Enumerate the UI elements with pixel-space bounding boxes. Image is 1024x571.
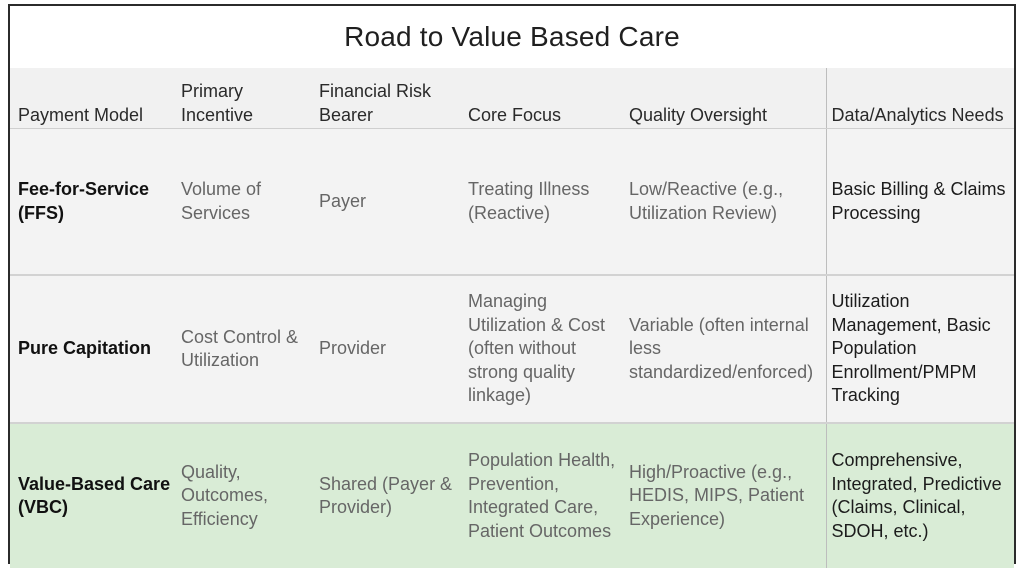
payment-model-cell: Pure Capitation [10,275,173,424]
comparison-table-card: Road to Value Based Care Payment Model P… [8,4,1016,568]
quality-oversight-cell: Variable (often internal less standardiz… [621,275,826,424]
incentive-cell: Quality, Outcomes, Efficiency [173,423,311,568]
column-header-payment-model: Payment Model [10,68,173,129]
risk-bearer-cell: Shared (Payer & Provider) [311,423,460,568]
column-header-primary-incentive: Primary Incentive [173,68,311,129]
data-needs-cell: Utilization Management, Basic Population… [825,275,1014,424]
table-title: Road to Value Based Care [344,21,680,52]
table-row: Value-Based Care (VBC) Quality, Outcomes… [10,423,1014,568]
column-header-data-analytics-needs: Data/Analytics Needs [825,68,1014,129]
column-header-financial-risk-bearer: Financial Risk Bearer [311,68,460,129]
table-row: Pure Capitation Cost Control & Utilizati… [10,275,1014,424]
data-needs-cell: Basic Billing & Claims Processing [825,128,1014,276]
table-row: Fee-for-Service (FFS) Volume of Services… [10,128,1014,276]
risk-bearer-cell: Payer [311,128,460,276]
incentive-cell: Cost Control & Utilization [173,275,311,424]
incentive-cell: Volume of Services [173,128,311,276]
column-header-core-focus: Core Focus [460,68,621,129]
core-focus-cell: Population Health, Prevention, Integrate… [460,423,621,568]
core-focus-cell: Managing Utilization & Cost (often witho… [460,275,621,424]
payment-model-cell: Fee-for-Service (FFS) [10,128,173,276]
risk-bearer-cell: Provider [311,275,460,424]
header-row: Payment Model Primary Incentive Financia… [10,68,1014,129]
payment-model-cell: Value-Based Care (VBC) [10,423,173,568]
column-header-quality-oversight: Quality Oversight [621,68,826,129]
core-focus-cell: Treating Illness (Reactive) [460,128,621,276]
quality-oversight-cell: Low/Reactive (e.g., Utilization Review) [621,128,826,276]
data-needs-cell: Comprehensive, Integrated, Predictive (C… [825,423,1014,568]
comparison-table: Payment Model Primary Incentive Financia… [10,68,1014,568]
quality-oversight-cell: High/Proactive (e.g., HEDIS, MIPS, Patie… [621,423,826,568]
